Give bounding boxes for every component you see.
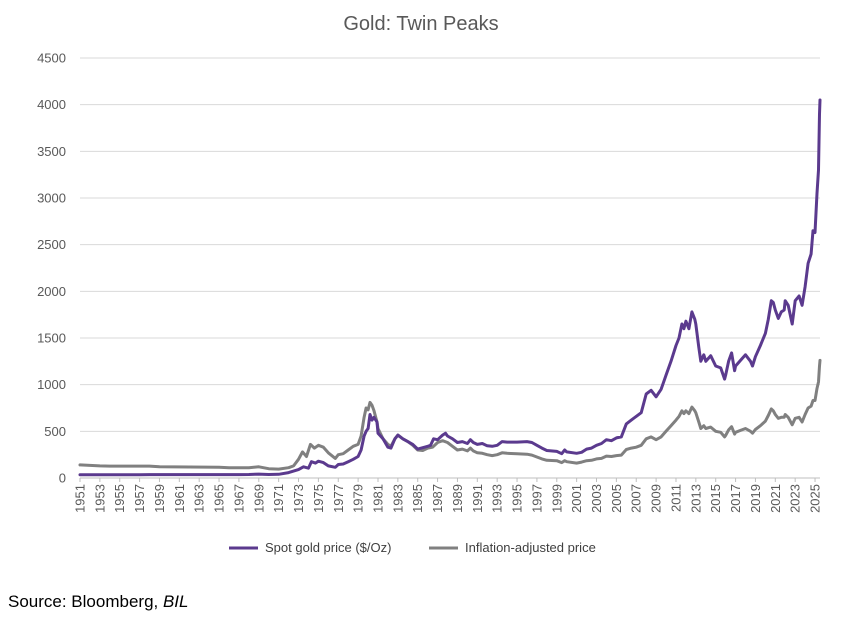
y-tick-label-1000: 1000 — [37, 377, 66, 392]
source-emphasis: BIL — [162, 592, 189, 611]
x-tick-label-1957: 1957 — [132, 484, 147, 513]
x-tick-label-2025: 2025 — [808, 484, 823, 513]
series-line-inflation-adjusted — [78, 358, 822, 471]
x-tick-label-2013: 2013 — [688, 484, 703, 513]
y-tick-label-2000: 2000 — [37, 284, 66, 299]
x-tick-label-2001: 2001 — [569, 484, 584, 513]
x-tick-label-2015: 2015 — [708, 484, 723, 513]
x-tick-label-2021: 2021 — [768, 484, 783, 513]
y-tick-label-3500: 3500 — [37, 144, 66, 159]
x-tick-label-2011: 2011 — [668, 484, 683, 512]
legend: Spot gold price ($/Oz) Inflation-adjuste… — [229, 540, 596, 555]
y-tick-label-1500: 1500 — [37, 331, 66, 346]
x-tick-label-1965: 1965 — [212, 484, 227, 513]
x-tick-label-1975: 1975 — [311, 484, 326, 513]
series-lines — [78, 98, 822, 477]
x-tick-label-2019: 2019 — [748, 484, 763, 513]
x-tick-label-1995: 1995 — [510, 484, 525, 513]
x-tick-label-1955: 1955 — [112, 484, 127, 513]
gridlines — [80, 57, 820, 479]
x-tick-label-1967: 1967 — [231, 484, 246, 513]
x-axis: 1951 1953 1955 1957 1959 1961 1963 1965 1967 1969… — [73, 477, 823, 513]
y-tick-label-2500: 2500 — [37, 237, 66, 252]
y-tick-label-500: 500 — [44, 424, 66, 439]
x-tick-label-2009: 2009 — [649, 484, 664, 513]
x-tick-label-1953: 1953 — [92, 484, 107, 513]
x-tick-label-1991: 1991 — [470, 484, 485, 513]
x-tick-label-1987: 1987 — [430, 484, 445, 513]
y-axis-ticks: 0 500 1000 1500 2000 2500 3000 3500 4000 4500 — [37, 51, 66, 486]
x-tick-label-2007: 2007 — [629, 484, 644, 513]
x-tick-label-1963: 1963 — [192, 484, 207, 513]
x-tick-label-1981: 1981 — [370, 484, 385, 513]
x-tick-label-1977: 1977 — [331, 484, 346, 513]
x-tick-label-2017: 2017 — [728, 484, 743, 513]
legend-label-inflation-adjusted: Inflation-adjusted price — [465, 540, 596, 555]
legend-label-spot-gold: Spot gold price ($/Oz) — [265, 540, 391, 555]
x-tick-label-1973: 1973 — [291, 484, 306, 513]
x-tick-label-1969: 1969 — [251, 484, 266, 513]
x-tick-label-1983: 1983 — [390, 484, 405, 513]
x-tick-label-1961: 1961 — [172, 484, 187, 513]
x-tick-label-1985: 1985 — [410, 484, 425, 513]
x-tick-label-2003: 2003 — [589, 484, 604, 513]
y-tick-label-4000: 4000 — [37, 97, 66, 112]
x-tick-label-2005: 2005 — [609, 484, 624, 513]
x-tick-label-1989: 1989 — [450, 484, 465, 513]
y-tick-label-4500: 4500 — [37, 51, 66, 66]
x-tick-label-1959: 1959 — [152, 484, 167, 513]
gold-line-chart: Gold: Twin Peaks 0 500 1000 1500 2000 2500 300… — [37, 13, 823, 555]
source-note: Source: Bloomberg, BIL — [8, 592, 189, 612]
x-tick-label-1993: 1993 — [490, 484, 505, 513]
x-tick-label-1951: 1951 — [73, 484, 88, 513]
x-tick-label-1999: 1999 — [549, 484, 564, 513]
x-tick-label-1971: 1971 — [271, 484, 286, 513]
x-tick-label-2023: 2023 — [788, 484, 803, 513]
x-tick-label-1979: 1979 — [351, 484, 366, 513]
y-tick-label-3000: 3000 — [37, 191, 66, 206]
source-prefix: Source: Bloomberg, — [8, 592, 163, 611]
y-tick-label-0: 0 — [59, 471, 66, 486]
chart-title: Gold: Twin Peaks — [343, 13, 498, 35]
series-line-spot-gold — [78, 98, 822, 477]
x-tick-label-1997: 1997 — [529, 484, 544, 513]
